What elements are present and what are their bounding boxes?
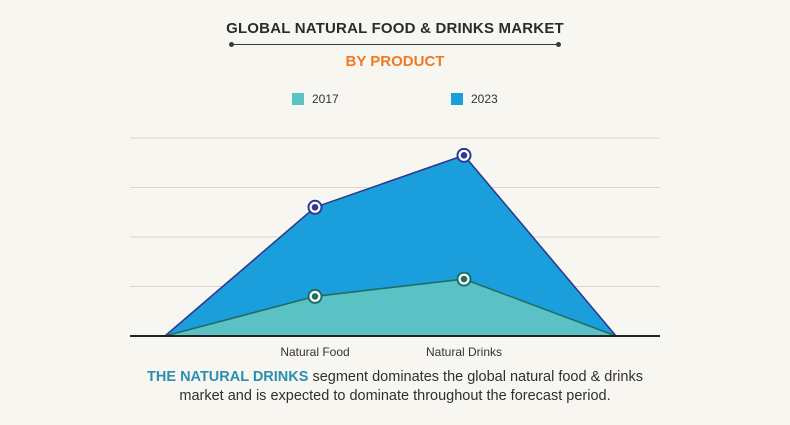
title-divider — [229, 42, 561, 47]
x-tick-label-2: Natural Drinks — [426, 345, 502, 359]
legend-swatch-2017 — [292, 93, 304, 105]
legend-item-2023: 2023 — [451, 92, 498, 106]
marker-inner-2017-2 — [460, 275, 468, 283]
area-series-2023 — [165, 155, 616, 336]
legend-swatch-2023 — [451, 93, 463, 105]
marker-inner-2023-2 — [460, 152, 468, 159]
area-series-2017 — [165, 279, 616, 336]
legend-label-2017: 2017 — [312, 92, 339, 106]
x-tick-label-1: Natural Food — [280, 345, 349, 359]
caption-highlight: THE NATURAL DRINKS — [147, 369, 309, 385]
caption-line-2: market and is expected to dominate throu… — [179, 388, 611, 404]
caption-line-1: segment dominates the global natural foo… — [308, 369, 643, 385]
marker-inner-2017-1 — [311, 293, 319, 300]
line-series-2023 — [164, 154, 617, 337]
chart-subtitle: BY PRODUCT — [345, 53, 445, 70]
legend-label-2023: 2023 — [471, 92, 498, 106]
chart-title: GLOBAL NATURAL FOOD & DRINKS MARKET — [226, 20, 564, 37]
line-series-2017 — [164, 278, 617, 337]
legend-item-2017: 2017 — [292, 92, 339, 106]
chart-caption: THE NATURAL DRINKS segment dominates the… — [0, 368, 790, 406]
marker-inner-2023-1 — [311, 204, 319, 211]
